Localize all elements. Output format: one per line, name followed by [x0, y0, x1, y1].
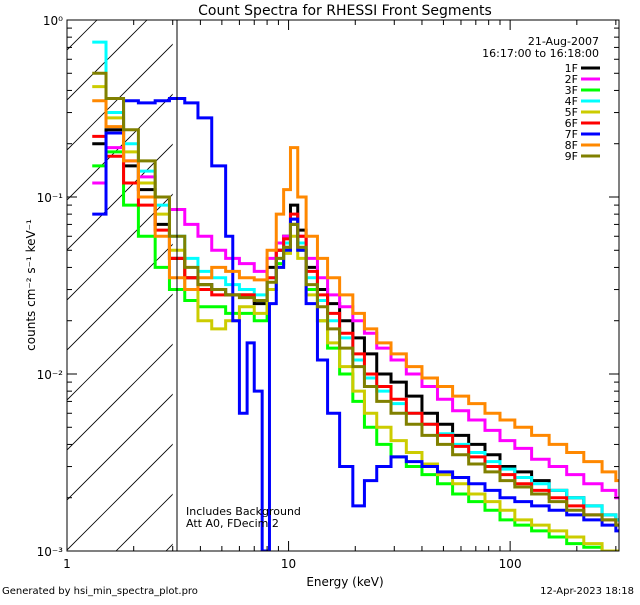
legend-label-5F: 5F	[565, 106, 578, 119]
series-4F	[92, 40, 619, 522]
x-axis-label: Energy (keV)	[306, 575, 383, 589]
y-tick-label: 10⁰	[43, 14, 63, 28]
hatch-line	[67, 393, 173, 501]
series-9F	[92, 71, 619, 527]
footer-timestamp: 12-Apr-2023 18:18	[540, 586, 634, 597]
footer-generated-by: Generated by hsi_min_spectra_plot.pro	[2, 586, 198, 597]
series-2F	[92, 146, 619, 500]
hatch-line	[67, 193, 173, 301]
hatch-line	[67, 143, 173, 251]
series-8F	[92, 99, 619, 483]
plot-frame	[66, 19, 620, 552]
annotation-background: Includes Background	[186, 505, 301, 518]
x-tick-labels: 1 10 100	[63, 557, 521, 571]
y-tick-labels: 10⁰ 10⁻¹ 10⁻² 10⁻³	[37, 14, 64, 559]
legend-label-2F: 2F	[565, 73, 578, 86]
y-axis-label: counts cm⁻² s⁻¹ keV⁻¹	[24, 219, 38, 351]
legend-label-6F: 6F	[565, 117, 578, 130]
x-tick-label: 10	[281, 557, 296, 571]
legend-label-3F: 3F	[565, 84, 578, 97]
series-6F	[92, 134, 619, 527]
legend-label-9F: 9F	[565, 150, 578, 163]
hatched-region	[67, 20, 640, 551]
y-tick-label: 10⁻²	[37, 368, 64, 382]
y-tick-label: 10⁻³	[37, 545, 64, 559]
legend-label-7F: 7F	[565, 128, 578, 141]
hatch-line	[67, 443, 173, 551]
chart-title: Count Spectra for RHESSI Front Segments	[198, 3, 492, 19]
hatch-line	[616, 20, 640, 551]
hatch-line	[67, 243, 173, 351]
legend-label-1F: 1F	[565, 62, 578, 75]
hatch-line	[516, 20, 640, 551]
hatch-line	[67, 93, 173, 201]
tick-layer	[66, 20, 619, 552]
series-1F	[92, 128, 619, 522]
time-range-label: 16:17:00 to 16:18:00	[482, 47, 599, 60]
annotation-attenuator: Att A0, FDecim 2	[186, 517, 279, 530]
legend-label-4F: 4F	[565, 95, 578, 108]
y-tick-label: 10⁻¹	[37, 191, 64, 205]
x-tick-label: 100	[499, 557, 522, 571]
date-label: 21-Aug-2007	[528, 35, 599, 48]
legend-label-8F: 8F	[565, 139, 578, 152]
series-layer	[92, 40, 619, 551]
hatch-lines	[67, 20, 640, 551]
hatch-line	[67, 20, 98, 51]
x-tick-label: 1	[63, 557, 71, 571]
hatch-line	[67, 43, 173, 151]
series-7F	[92, 97, 619, 551]
